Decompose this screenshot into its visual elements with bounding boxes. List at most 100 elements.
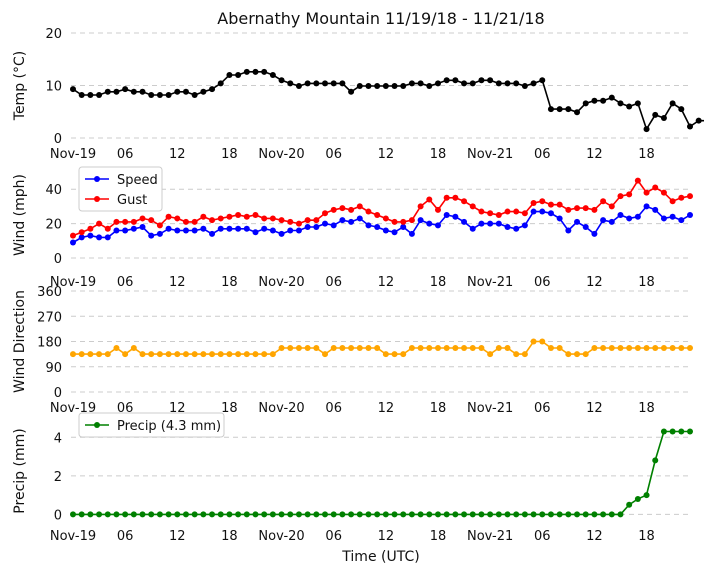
x-tick-label: Nov-19 [50, 401, 96, 416]
data-point [461, 344, 468, 351]
data-point [469, 203, 476, 210]
data-point [348, 344, 355, 351]
data-point [365, 344, 372, 351]
data-point [87, 351, 94, 358]
data-point [217, 80, 224, 87]
data-point [652, 457, 659, 464]
data-point [217, 511, 224, 518]
data-point [687, 123, 693, 130]
x-tick-label: Nov-19 [50, 529, 96, 544]
data-point [547, 511, 554, 518]
data-point [452, 511, 459, 518]
data-point [235, 511, 242, 518]
x-tick-label: 12 [169, 275, 186, 290]
data-point [434, 206, 441, 213]
data-point [339, 511, 346, 518]
data-point [426, 511, 433, 518]
data-point [269, 227, 276, 234]
legend-label: Speed [117, 173, 158, 188]
data-point [687, 212, 693, 218]
data-point [226, 225, 233, 232]
data-point [608, 218, 615, 225]
x-tick-label: 18 [638, 401, 655, 416]
data-point [356, 215, 363, 222]
data-point [113, 227, 120, 234]
data-point [521, 222, 528, 229]
data-point [269, 215, 276, 222]
data-point [530, 338, 537, 345]
data-point [539, 511, 546, 518]
data-point [330, 344, 337, 351]
x-tick-label: Nov-20 [258, 401, 304, 416]
x-tick-label: 18 [221, 529, 238, 544]
data-point [495, 344, 502, 351]
data-point [313, 511, 320, 518]
data-point [104, 351, 111, 358]
data-point [243, 351, 250, 358]
data-point [278, 511, 285, 518]
data-point [365, 83, 372, 90]
legend-swatch-marker [94, 196, 100, 202]
x-tick-label: 12 [378, 275, 395, 290]
data-point [678, 428, 685, 435]
data-point [252, 68, 259, 75]
data-point [382, 351, 389, 358]
data-point [495, 511, 502, 518]
data-point [209, 511, 216, 518]
data-point [547, 210, 554, 217]
data-point [547, 106, 554, 113]
data-point [243, 511, 250, 518]
data-point [130, 344, 137, 351]
data-point [200, 351, 207, 358]
x-tick-label: 06 [117, 147, 134, 162]
data-point [304, 224, 311, 231]
data-point [408, 217, 415, 224]
x-tick-label: 18 [430, 401, 447, 416]
data-point [113, 218, 120, 225]
data-point [678, 217, 685, 224]
data-point [478, 208, 485, 215]
data-point [70, 239, 76, 246]
data-point [287, 218, 294, 225]
legend-swatch-marker [94, 176, 100, 182]
x-tick-label: 18 [430, 147, 447, 162]
data-point [226, 72, 233, 78]
data-point [678, 194, 685, 201]
data-point [660, 189, 667, 196]
x-tick-label: 12 [586, 147, 603, 162]
data-point [634, 213, 641, 220]
data-point [122, 218, 129, 225]
data-point [634, 177, 641, 184]
data-point [348, 511, 355, 518]
x-tick-label: 06 [534, 275, 551, 290]
x-tick-label: 06 [117, 275, 134, 290]
data-point [461, 198, 468, 205]
data-point [608, 511, 615, 518]
data-point [426, 196, 433, 203]
data-point [365, 511, 372, 518]
x-tick-label: Nov-20 [258, 275, 304, 290]
data-point [547, 201, 554, 208]
data-point [295, 344, 302, 351]
data-point [374, 224, 381, 231]
data-point [156, 351, 163, 358]
data-point [113, 88, 120, 95]
y-tick-label: 0 [54, 386, 62, 401]
data-point [148, 232, 155, 239]
x-tick-label: 12 [378, 147, 395, 162]
data-point [209, 230, 216, 237]
data-point [191, 91, 198, 98]
data-point [165, 351, 172, 358]
data-point [304, 511, 311, 518]
data-point [339, 217, 346, 224]
data-point [582, 205, 589, 212]
data-point [643, 203, 650, 210]
data-point [391, 511, 398, 518]
data-point [452, 344, 459, 351]
data-point [130, 225, 137, 232]
x-tick-label: Nov-21 [467, 401, 513, 416]
data-point [652, 206, 659, 213]
data-point [295, 511, 302, 518]
data-point [417, 203, 424, 210]
data-point [591, 511, 598, 518]
